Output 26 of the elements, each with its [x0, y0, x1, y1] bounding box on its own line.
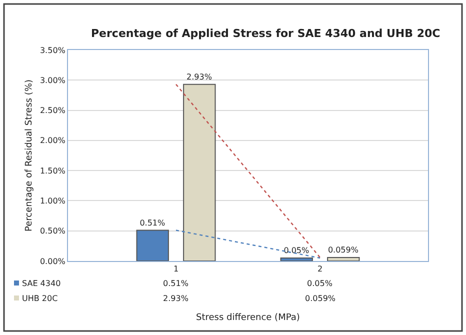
data-label: 2.93%: [163, 294, 189, 303]
x-tick-label: 2: [317, 264, 323, 274]
data-label: 0.51%: [163, 279, 189, 288]
chart-title: Percentage of Applied Stress for SAE 4340 and UHB 20C: [90, 26, 440, 40]
y-tick-label: 2.50%: [40, 106, 66, 116]
y-tick-label: 3.50%: [40, 46, 66, 55]
legend-label: UHB 20C: [22, 294, 58, 303]
y-tick-label: 2.00%: [40, 136, 66, 146]
data-label: 0.059%: [305, 294, 336, 303]
data-label: 0.05%: [307, 279, 333, 288]
legend-label: SAE 4340: [22, 279, 61, 288]
y-tick-label: 3.00%: [40, 76, 66, 85]
text: 0.51%: [140, 218, 166, 228]
text: 2.93%: [186, 72, 212, 82]
y-tick-label: 1.00%: [40, 196, 66, 206]
bar: [327, 256, 360, 261]
text: 0.05%: [284, 246, 310, 255]
y-tick-label: 1.50%: [40, 166, 66, 176]
y-tick-label: 0.00%: [40, 256, 66, 266]
y-axis-title: Percentage of Residual Stress (%): [24, 80, 34, 232]
bar: [183, 84, 216, 261]
y-tick-label: 0.50%: [40, 226, 66, 236]
x-axis-title: Stress difference (MPa): [196, 313, 300, 323]
text: 0.059%: [328, 245, 358, 254]
bar: [136, 230, 169, 261]
x-tick-label: 1: [173, 264, 179, 274]
